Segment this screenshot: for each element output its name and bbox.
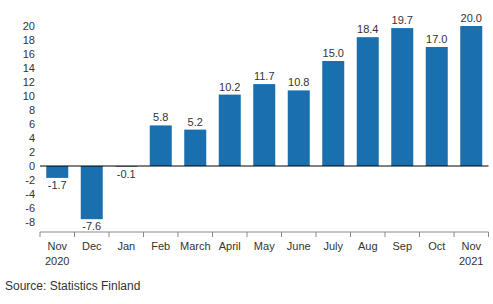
- data-label: 5.2: [188, 116, 203, 128]
- y-tick-label: 0: [29, 160, 35, 172]
- bar: [357, 37, 379, 166]
- data-label: -1.7: [48, 179, 67, 191]
- y-tick-label: 4: [29, 132, 35, 144]
- y-tick-label: 12: [23, 76, 35, 88]
- x-axis-line: [40, 232, 489, 233]
- x-tick: [316, 232, 317, 237]
- y-tick-label: 14: [23, 62, 35, 74]
- y-tick-label: 2: [29, 146, 35, 158]
- data-label: 15.0: [323, 47, 344, 59]
- bar: [150, 125, 172, 166]
- x-tick-label: Dec: [82, 240, 102, 252]
- y-tick-label: -2: [25, 174, 35, 186]
- bar: [391, 28, 413, 166]
- x-tick-label: Feb: [151, 240, 170, 252]
- y-tick-label: -8: [25, 216, 35, 228]
- x-tick-label: July: [323, 240, 343, 252]
- x-tick: [74, 232, 75, 237]
- x-tick-label: Oct: [428, 240, 445, 252]
- x-tick: [350, 232, 351, 237]
- x-tick-label: Aug: [358, 240, 378, 252]
- data-label: 10.2: [219, 81, 240, 93]
- bar: [426, 47, 448, 166]
- bar: [81, 166, 103, 219]
- data-label: 19.7: [392, 14, 413, 26]
- data-label: 10.8: [288, 76, 309, 88]
- bar: [322, 61, 344, 166]
- bar: [184, 130, 206, 166]
- bar: [253, 84, 275, 166]
- data-label: 18.4: [357, 23, 378, 35]
- x-tick: [109, 232, 110, 237]
- data-label: 11.7: [254, 70, 275, 82]
- data-label: -0.1: [117, 168, 136, 180]
- x-tick: [488, 232, 489, 237]
- x-tick: [247, 232, 248, 237]
- x-tick-label: April: [219, 240, 241, 252]
- data-label: 5.8: [153, 111, 168, 123]
- data-label: -7.6: [82, 220, 101, 232]
- x-tick: [143, 232, 144, 237]
- x-tick-label: June: [287, 240, 311, 252]
- bar: [46, 166, 68, 178]
- y-tick-label: 8: [29, 104, 35, 116]
- bar: [219, 95, 241, 166]
- source: Source: Statistics Finland: [5, 279, 140, 293]
- zero-line: [40, 166, 489, 167]
- y-tick-label: 18: [23, 34, 35, 46]
- x-tick-label: May: [254, 240, 275, 252]
- chart: -8 -6 -4 -2 0 2 4 6 8 10 12 14 16 18 20 -1.7 -7.6 -0.1 5.8…: [0, 0, 493, 304]
- x-tick: [178, 232, 179, 237]
- bar: [288, 90, 310, 166]
- x-tick: [419, 232, 420, 237]
- x-tick: [385, 232, 386, 237]
- y-tick-label: -4: [25, 188, 35, 200]
- x-tick-label: March: [180, 240, 211, 252]
- bars: [46, 26, 482, 219]
- y-tick-label: 6: [29, 118, 35, 130]
- x-tick: [212, 232, 213, 237]
- bar: [460, 26, 482, 166]
- x-tick-label: Jan: [117, 240, 135, 252]
- x-tick-label: Nov2020: [45, 240, 69, 267]
- y-tick-label: 16: [23, 48, 35, 60]
- y-tick-label: 10: [23, 90, 35, 102]
- y-tick-label: 20: [23, 20, 35, 32]
- x-tick: [40, 232, 41, 237]
- data-label: 20.0: [461, 12, 482, 24]
- x-tick: [281, 232, 282, 237]
- y-tick-label: -6: [25, 202, 35, 214]
- data-label: 17.0: [426, 33, 447, 45]
- x-tick-label: Nov2021: [459, 240, 483, 267]
- x-tick-label: Sep: [392, 240, 412, 252]
- x-tick: [454, 232, 455, 237]
